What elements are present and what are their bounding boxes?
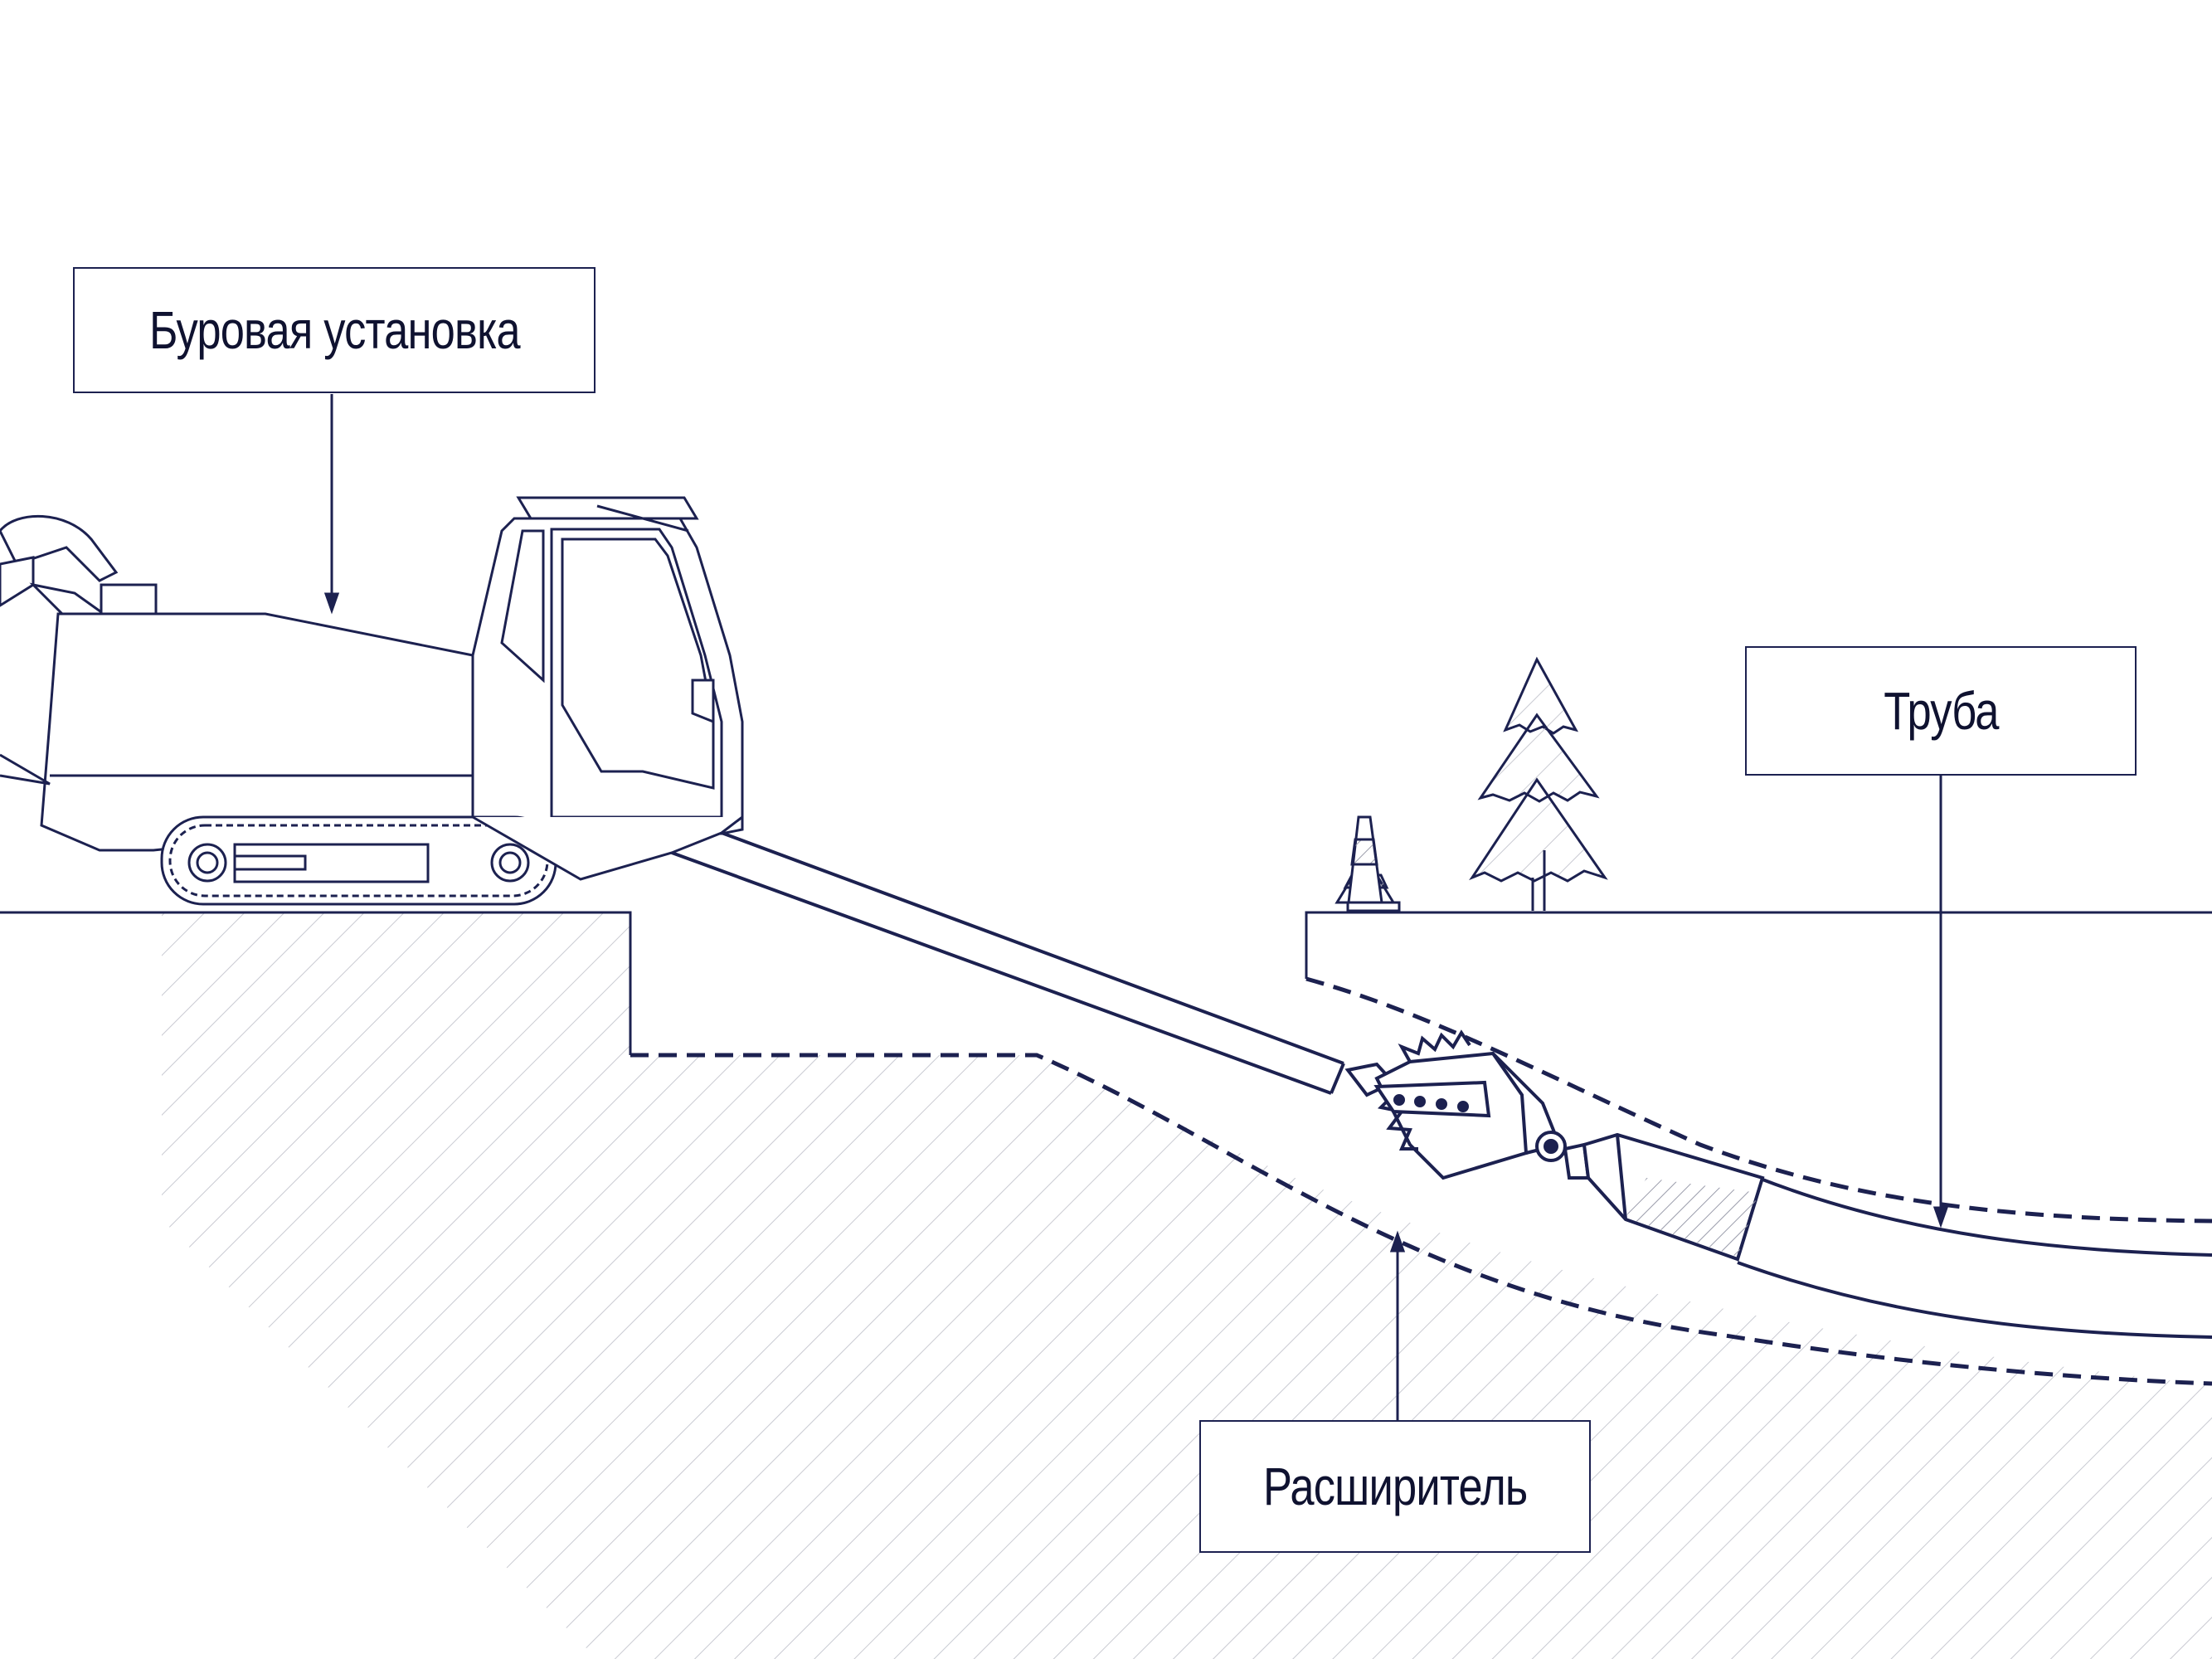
drill-rod (671, 831, 1345, 1095)
bore-boundary-upper (1305, 976, 2212, 1224)
label-pipe: Труба (1745, 646, 2137, 776)
drilling-rig (0, 496, 744, 906)
bore-boundary-lower (630, 1053, 2212, 1386)
soil-hatching (162, 912, 2212, 1659)
label-pipe-text: Труба (1883, 681, 1999, 741)
ground-right (1305, 911, 2212, 979)
traffic-cone (1334, 815, 1401, 912)
reamer (1344, 1029, 1591, 1180)
pipe-pulling-head (1582, 1132, 1765, 1262)
ground-left (0, 911, 632, 1055)
label-reamer-text: Расширитель (1262, 1457, 1528, 1516)
leader-lines (323, 394, 1949, 1420)
label-drilling-rig: Буровая установка (73, 267, 596, 393)
label-reamer: Расширитель (1199, 1420, 1591, 1553)
label-drilling-rig-text: Буровая установка (148, 300, 521, 360)
pipe-line (1737, 1176, 2212, 1339)
tree-icon (1469, 656, 1608, 911)
